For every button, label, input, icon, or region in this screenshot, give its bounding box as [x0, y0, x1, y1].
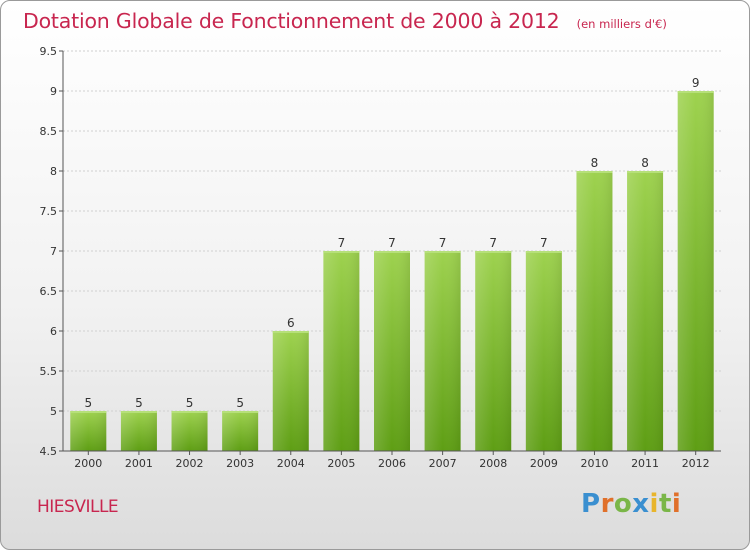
- bar-top-highlight: [475, 251, 512, 253]
- y-tick-label: 9: [50, 85, 57, 98]
- y-tick-label: 6: [50, 325, 57, 338]
- bar-top-highlight: [677, 91, 714, 93]
- value-label: 7: [439, 236, 447, 250]
- bar-top-highlight: [222, 411, 259, 413]
- axes: 4.5 5 5.5 6 6.5 7 7.5 8 8.5 9 9.5 2000 2001 2002 2003 2…: [40, 45, 721, 470]
- bar-shade: [323, 251, 360, 451]
- x-tick-label: 2005: [327, 457, 355, 470]
- bar-top-highlight: [576, 171, 613, 173]
- value-label: 8: [591, 156, 599, 170]
- bar-top-highlight: [525, 251, 562, 253]
- x-tick-label: 2010: [580, 457, 608, 470]
- x-tick-label: 2000: [74, 457, 102, 470]
- y-tick-label: 7: [50, 245, 57, 258]
- x-tick-label: 2009: [530, 457, 558, 470]
- bar-top-highlight: [323, 251, 360, 253]
- logo-letter: i: [671, 489, 682, 519]
- y-tick-label: 8: [50, 165, 57, 178]
- value-label: 7: [540, 236, 548, 250]
- y-tick-label: 5.5: [40, 365, 58, 378]
- x-tick-label: 2012: [682, 457, 710, 470]
- commune-name: HIESVILLE: [37, 497, 119, 517]
- y-tick-label: 8.5: [40, 125, 58, 138]
- y-tick-label: 7.5: [40, 205, 58, 218]
- value-label: 5: [135, 396, 143, 410]
- logo-letter: r: [600, 489, 614, 519]
- value-label: 7: [338, 236, 346, 250]
- x-tick-label: 2007: [429, 457, 457, 470]
- x-tick-label: 2006: [378, 457, 406, 470]
- chart-subtitle: (en milliers d'€): [576, 17, 667, 31]
- y-tick-label: 5: [50, 405, 57, 418]
- bar-shade: [576, 171, 613, 451]
- proxiti-logo: Proxiti: [581, 489, 681, 519]
- logo-letter: P: [581, 489, 601, 519]
- x-tick-label: 2003: [226, 457, 254, 470]
- bar-shade: [272, 331, 309, 451]
- title-row: Dotation Globale de Fonctionnement de 20…: [23, 9, 667, 33]
- value-label: 5: [236, 396, 244, 410]
- value-label: 7: [388, 236, 396, 250]
- value-label: 5: [186, 396, 194, 410]
- bars-group: 5 5 5 5 6 7 7 7 7 7 8 8 9: [70, 76, 714, 451]
- bar-shade: [677, 91, 714, 451]
- bar-shade: [424, 251, 461, 451]
- logo-letter: x: [632, 489, 650, 519]
- logo-letter: i: [649, 489, 659, 519]
- bar-shade: [222, 411, 259, 451]
- logo-letter: t: [658, 489, 672, 519]
- y-tick-label: 4.5: [40, 445, 58, 458]
- y-tick-label: 6.5: [40, 285, 58, 298]
- bar-shade: [475, 251, 512, 451]
- value-label: 7: [489, 236, 497, 250]
- value-label: 9: [692, 76, 700, 90]
- bar-top-highlight: [374, 251, 410, 253]
- x-tick-label: 2008: [479, 457, 507, 470]
- y-tick-label: 9.5: [40, 45, 58, 58]
- bar-top-highlight: [70, 411, 107, 413]
- x-tick-label: 2002: [176, 457, 204, 470]
- bar-top-highlight: [171, 411, 208, 413]
- value-label: 6: [287, 316, 295, 330]
- bar-top-highlight: [627, 171, 664, 173]
- bar-shade: [525, 251, 562, 451]
- bar-shade: [70, 411, 107, 451]
- bar-shade: [627, 171, 664, 451]
- bar-shade: [120, 411, 157, 451]
- x-tick-label: 2004: [277, 457, 305, 470]
- bar-top-highlight: [424, 251, 461, 253]
- value-label: 5: [84, 396, 92, 410]
- chart-title: Dotation Globale de Fonctionnement de 20…: [23, 9, 560, 33]
- logo-letter: o: [613, 489, 633, 519]
- bar-top-highlight: [272, 331, 309, 333]
- x-tick-label: 2011: [631, 457, 659, 470]
- bar-shade: [374, 251, 410, 451]
- value-label: 8: [641, 156, 649, 170]
- bar-shade: [171, 411, 208, 451]
- x-tick-label: 2001: [125, 457, 153, 470]
- bar-top-highlight: [120, 411, 157, 413]
